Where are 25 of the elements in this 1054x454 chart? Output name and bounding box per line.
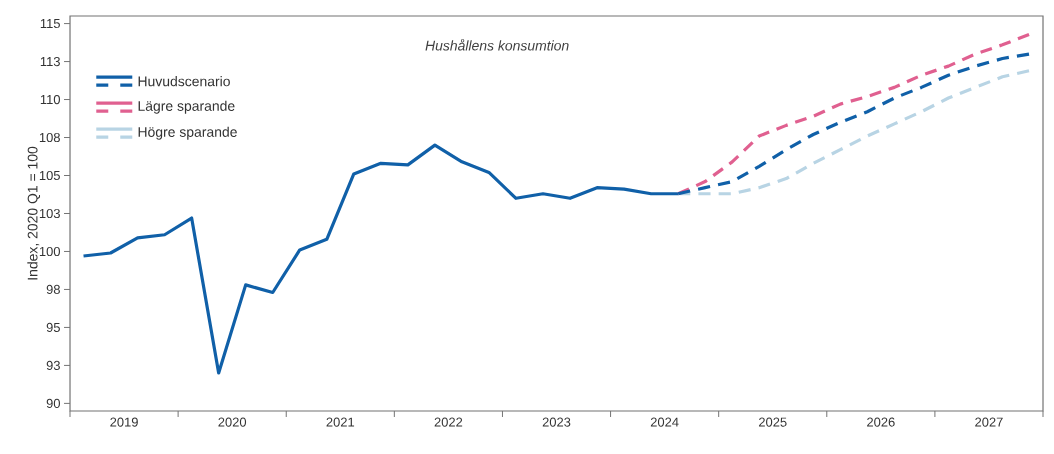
y-tick-label: 100 <box>39 246 60 257</box>
x-tick-label: 2019 <box>110 417 138 427</box>
legend-label: Högre sparande <box>138 126 237 140</box>
y-axis-title: Index, 2020 Q1 = 100 <box>27 146 41 280</box>
text: Hushållens konsumtion <box>425 39 569 51</box>
x-tick-label: 2021 <box>326 417 355 427</box>
y-tick-label: 93 <box>46 360 60 370</box>
y-tick-label: 98 <box>46 284 60 295</box>
y-tick-label: 110 <box>40 94 60 105</box>
y-tick-label: 105 <box>39 170 60 181</box>
x-tick-label: 2026 <box>867 417 895 427</box>
x-tick-label: 2025 <box>758 417 787 427</box>
legend-label: Huvudscenario <box>138 76 230 87</box>
y-tick-label: 103 <box>39 208 60 219</box>
x-tick-label: 2027 <box>975 417 1003 427</box>
legend-label: Lägre sparande <box>138 100 235 114</box>
y-tick-label: 108 <box>39 132 60 143</box>
x-tick-label: 2023 <box>542 417 571 427</box>
x-tick-label: 2022 <box>434 417 463 427</box>
x-tick-label: 2020 <box>218 417 247 427</box>
y-tick-label: 115 <box>40 19 60 29</box>
y-tick-label: 95 <box>46 322 60 333</box>
y-tick-label: 90 <box>46 398 60 408</box>
x-tick-label: 2024 <box>650 417 679 427</box>
y-tick-label: 113 <box>40 56 60 67</box>
